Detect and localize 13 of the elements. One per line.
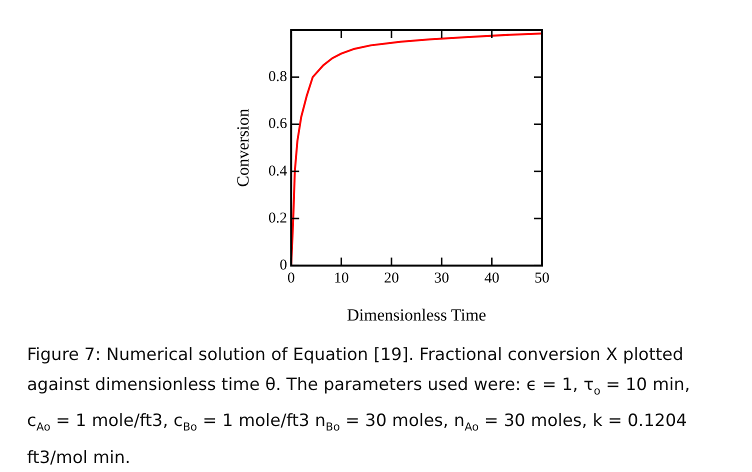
y-tick-label: 0.2 <box>268 210 288 226</box>
x-tick-label: 10 <box>334 270 349 287</box>
y-tick-label: 0.6 <box>268 116 288 132</box>
y-tick-label: 0.4 <box>268 163 288 180</box>
y-tick-label: 0 <box>280 258 288 274</box>
text: Figure 7: Numerical solution of Equation [19]. Fractional conversion X plotted against dimensionless time θ. The parameters used were: ϵ = 1, τ$_{o}$ = 10 min, c$_{Ao}$ = 1 mole/ft3, c$_{Bo}$ = 1 mole/ft3 n$_{Bo}$ = 30 moles, n$_{Ao}$ = 30 moles, k = 0.1204 ft3/mol min. <box>27 345 690 468</box>
x-tick-label: 20 <box>384 270 399 287</box>
y-axis-title: Conversion <box>234 108 253 187</box>
y-tick-label: 0.8 <box>268 69 288 86</box>
x-tick-label: 30 <box>434 270 450 287</box>
x-axis-title: Dimensionless Time <box>346 305 486 324</box>
x-tick-label: 50 <box>534 270 550 287</box>
x-tick-label: 40 <box>484 270 500 287</box>
